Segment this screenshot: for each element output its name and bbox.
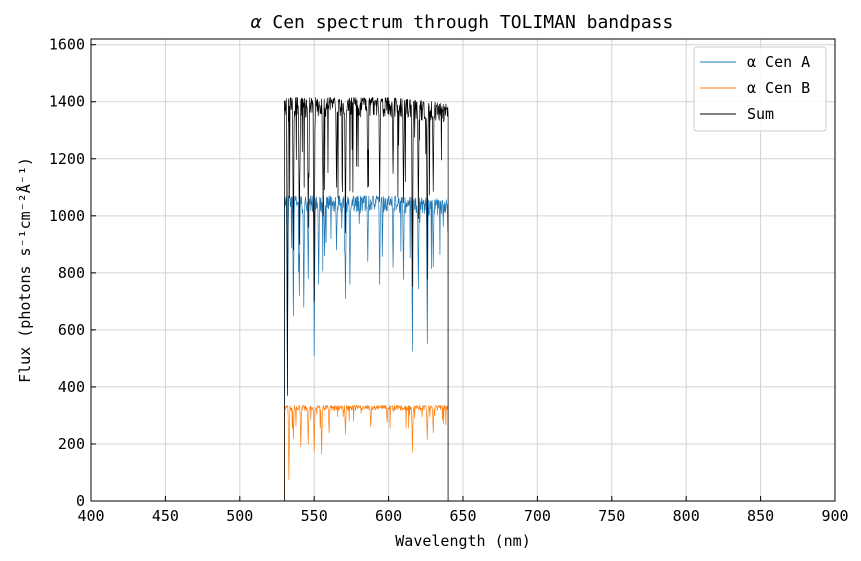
x-tick-label: 450 bbox=[152, 507, 179, 525]
legend: α Cen A α Cen B Sum bbox=[693, 46, 827, 132]
legend-label: α Cen B bbox=[747, 79, 810, 97]
y-tick-label: 400 bbox=[58, 378, 85, 396]
x-tick-label: 500 bbox=[226, 507, 253, 525]
legend-label: α Cen A bbox=[747, 53, 810, 71]
x-tick-label: 600 bbox=[375, 507, 402, 525]
x-tick-label: 700 bbox=[524, 507, 551, 525]
y-tick-label: 1400 bbox=[49, 93, 85, 111]
series-line-2 bbox=[284, 97, 449, 501]
series-line-1 bbox=[284, 405, 449, 501]
x-tick-label: 800 bbox=[673, 507, 700, 525]
legend-label: Sum bbox=[747, 105, 774, 123]
y-axis: 0 200 400 600 800 1000 1200 1400 1600 bbox=[49, 36, 96, 510]
x-axis-label: Wavelength (nm) bbox=[395, 532, 530, 550]
y-tick-label: 0 bbox=[76, 492, 85, 510]
y-tick-label: 600 bbox=[58, 321, 85, 339]
y-tick-label: 1200 bbox=[49, 150, 85, 168]
x-tick-label: 650 bbox=[449, 507, 476, 525]
x-tick-label: 550 bbox=[301, 507, 328, 525]
y-tick-label: 1000 bbox=[49, 207, 85, 225]
x-tick-label: 900 bbox=[821, 507, 848, 525]
y-tick-label: 1600 bbox=[49, 36, 85, 54]
x-tick-label: 850 bbox=[747, 507, 774, 525]
legend-box bbox=[693, 46, 827, 132]
x-tick-label: 750 bbox=[598, 507, 625, 525]
x-axis: 400 450 500 550 600 650 700 750 800 850 900 bbox=[77, 496, 849, 525]
chart-title: α Cen spectrum through TOLIMAN bandpass bbox=[251, 12, 674, 33]
y-tick-label: 800 bbox=[58, 264, 85, 282]
series-layer bbox=[284, 97, 449, 501]
series-line-0 bbox=[284, 195, 449, 501]
x-tick-label: 400 bbox=[77, 507, 104, 525]
y-axis-label: Flux (photons s⁻¹cm⁻²Å⁻¹) bbox=[15, 157, 34, 383]
y-tick-label: 200 bbox=[58, 435, 85, 453]
